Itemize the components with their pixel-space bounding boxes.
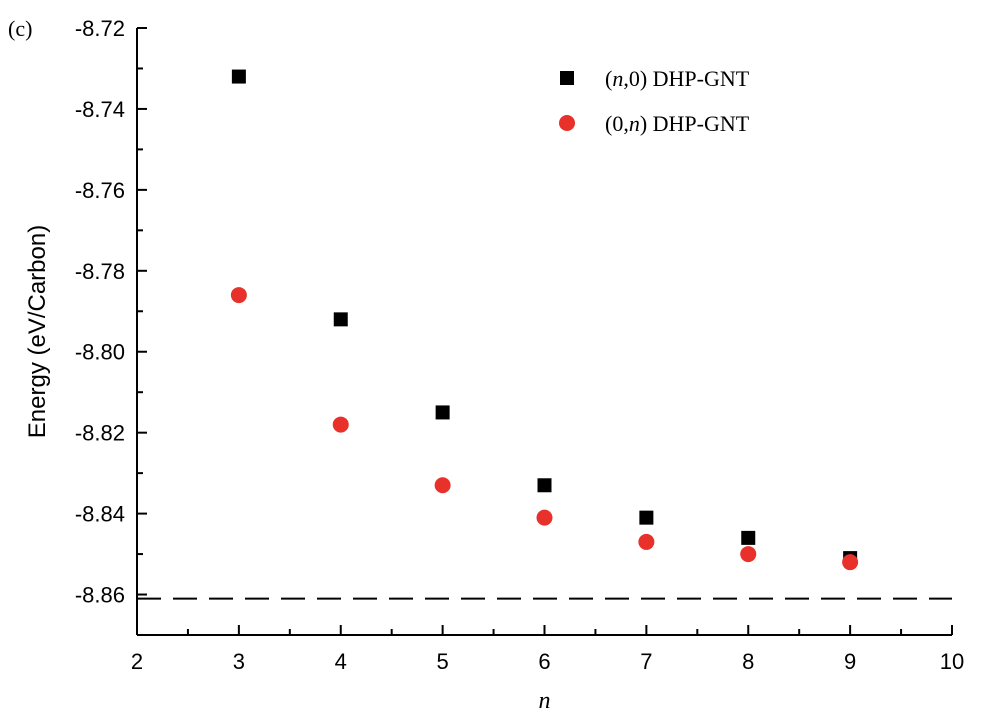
plot-area (136, 28, 952, 636)
circle-marker (842, 554, 859, 571)
y-tick-label: -8.84 (75, 502, 125, 527)
circle-marker (434, 477, 451, 494)
y-tick-label: -8.74 (75, 97, 125, 122)
square-marker (741, 530, 756, 545)
square-marker (231, 69, 246, 84)
square-marker (537, 478, 552, 493)
x-tick-label: 6 (538, 649, 550, 674)
y-tick-label: -8.80 (75, 340, 125, 365)
square-marker (333, 312, 348, 327)
x-axis-ticks: 2 3 4 5 6 7 8 9 10 (131, 625, 964, 674)
circle-marker (638, 533, 655, 550)
y-axis-ticks: -8.72 -8.74 -8.76 -8.78 -8.80 -8.82 -8.84 -8.86 (75, 16, 147, 636)
legend-entry-label: (n,0) DHP-GNT (605, 66, 750, 91)
legend-entry-label: (0,n) DHP-GNT (605, 111, 750, 136)
y-tick-label: -8.78 (75, 259, 125, 284)
x-tick-label: 7 (640, 649, 652, 674)
y-tick-label: -8.72 (75, 16, 125, 41)
circle-marker (740, 546, 757, 563)
legend: (n,0) DHP-GNT (0,n) DHP-GNT (559, 66, 750, 136)
data-markers (230, 69, 859, 571)
y-tick-label: -8.76 (75, 178, 125, 203)
square-marker (435, 405, 450, 420)
panel-label: (c) (8, 16, 32, 41)
circle-marker (536, 509, 553, 526)
y-axis-title: Energy (eV/Carbon) (24, 225, 51, 438)
x-tick-label: 9 (844, 649, 856, 674)
x-tick-label: 4 (335, 649, 347, 674)
x-axis-title: n (539, 688, 551, 714)
legend-circle-marker (559, 115, 575, 131)
circle-marker (332, 416, 349, 433)
x-tick-label: 2 (131, 649, 143, 674)
y-tick-label: -8.86 (75, 583, 125, 608)
x-tick-label: 5 (437, 649, 449, 674)
x-tick-label: 10 (940, 649, 964, 674)
x-tick-label: 8 (742, 649, 754, 674)
x-tick-label: 3 (233, 649, 245, 674)
legend-square-marker (560, 71, 574, 85)
y-tick-label: -8.82 (75, 421, 125, 446)
square-marker (639, 510, 654, 525)
circle-marker (230, 287, 247, 304)
